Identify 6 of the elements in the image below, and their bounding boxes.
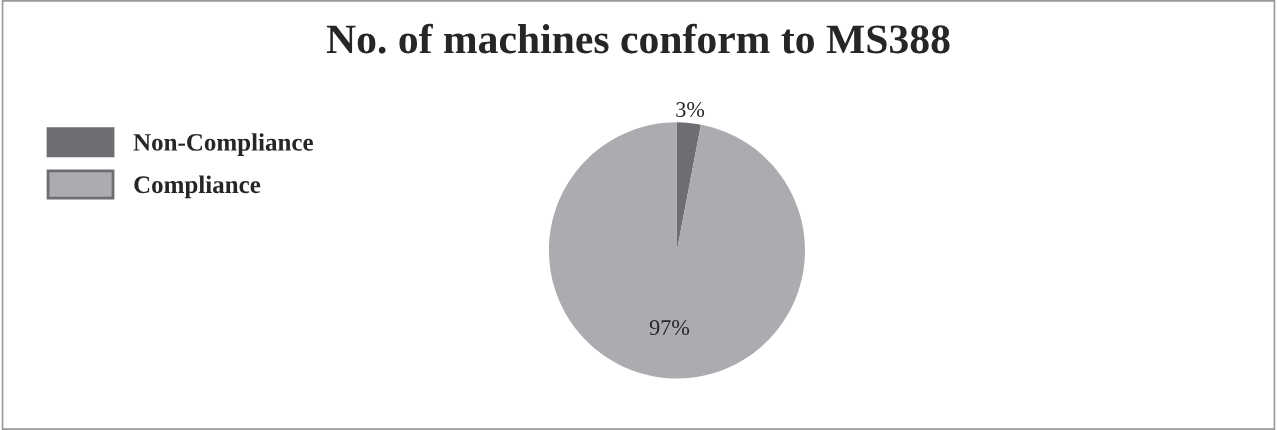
legend-label: Compliance <box>134 175 261 199</box>
data-label: 97% <box>649 320 690 336</box>
legend-label: Non-Compliance <box>133 133 313 156</box>
pie-slice <box>548 122 805 379</box>
chart-title: No. of machines conform to MS388 <box>326 23 950 54</box>
data-label: 3% <box>676 102 705 118</box>
